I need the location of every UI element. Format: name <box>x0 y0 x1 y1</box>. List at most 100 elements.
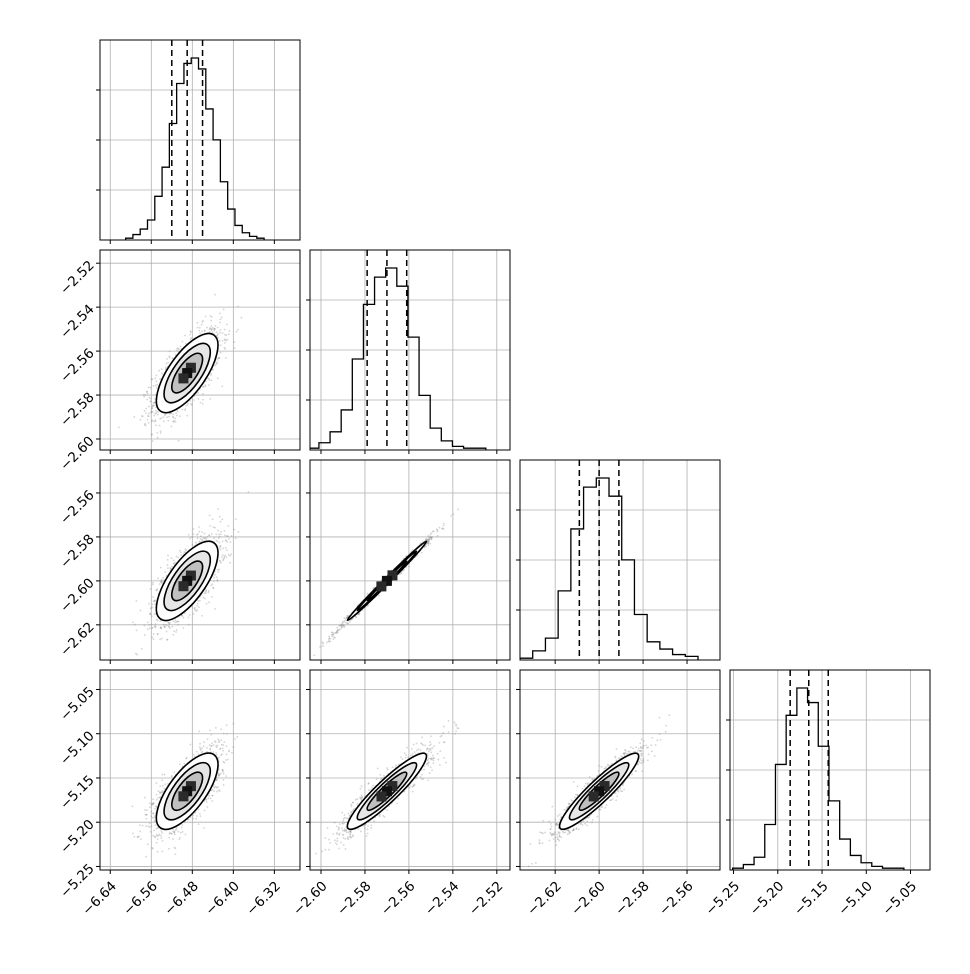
scatter-point <box>216 362 218 364</box>
y-tick-label: −2.56 <box>57 345 98 386</box>
scatter-point <box>197 603 199 605</box>
scatter-point <box>189 538 191 540</box>
scatter-point <box>180 345 182 347</box>
panel-content-pair-2-0 <box>100 460 300 660</box>
scatter-point <box>217 327 219 329</box>
scatter-point <box>152 411 154 413</box>
scatter-point <box>176 629 178 631</box>
scatter-point <box>184 335 186 337</box>
scatter-point <box>227 535 229 537</box>
scatter-point <box>160 627 162 629</box>
x-tick-label: −5.20 <box>747 878 788 919</box>
scatter-point <box>132 454 134 456</box>
scatter-point <box>204 330 206 332</box>
scatter-point <box>167 555 169 557</box>
scatter-point <box>337 631 339 633</box>
scatter-point <box>236 331 238 333</box>
scatter-point <box>177 624 179 626</box>
scatter-point <box>156 432 158 434</box>
scatter-point <box>165 367 167 369</box>
scatter-point <box>219 560 221 562</box>
scatter-point <box>343 626 345 628</box>
scatter-point <box>162 624 164 626</box>
scatter-point <box>199 600 201 602</box>
scatter-point <box>154 603 156 605</box>
scatter-point <box>408 565 410 567</box>
scatter-point <box>171 557 173 559</box>
scatter-point <box>197 327 199 329</box>
scatter-point <box>176 347 178 349</box>
scatter-point <box>195 610 197 612</box>
scatter-point <box>211 379 213 381</box>
scatter-point <box>202 403 204 405</box>
scatter-point <box>219 340 221 342</box>
scatter-point <box>177 620 179 622</box>
scatter-point <box>213 580 215 582</box>
scatter-point <box>179 763 181 765</box>
scatter-point <box>155 425 157 427</box>
scatter-point <box>237 306 239 308</box>
scatter-point <box>151 624 153 626</box>
scatter-point <box>208 384 210 386</box>
scatter-point <box>334 637 336 639</box>
scatter-point <box>192 544 194 546</box>
scatter-point <box>184 612 186 614</box>
scatter-point <box>140 419 142 421</box>
scatter-point <box>152 440 154 442</box>
scatter-point <box>331 631 333 633</box>
scatter-point <box>349 621 351 623</box>
scatter-point <box>225 357 227 359</box>
scatter-point <box>174 621 176 623</box>
scatter-point <box>161 638 163 640</box>
scatter-point <box>201 330 203 332</box>
scatter-point <box>229 330 231 332</box>
scatter-point <box>227 339 229 341</box>
scatter-point <box>185 405 187 407</box>
scatter-point <box>223 741 225 743</box>
scatter-point <box>157 633 159 635</box>
scatter-point <box>152 385 154 387</box>
scatter-point <box>347 623 349 625</box>
scatter-point <box>118 426 120 428</box>
scatter-point <box>212 518 214 520</box>
scatter-point <box>345 622 347 624</box>
scatter-point <box>180 551 182 553</box>
scatter-point <box>204 384 206 386</box>
scatter-point <box>439 527 441 529</box>
scatter-point <box>217 359 219 361</box>
scatter-point <box>148 386 150 388</box>
scatter-point <box>135 600 137 602</box>
scatter-point <box>221 317 223 319</box>
scatter-point <box>208 535 210 537</box>
scatter-point <box>201 531 203 533</box>
scatter-point <box>185 834 187 836</box>
density-peak <box>178 581 188 591</box>
scatter-point <box>172 620 174 622</box>
scatter-point <box>220 531 222 533</box>
scatter-point <box>198 730 200 732</box>
scatter-point <box>157 797 159 799</box>
scatter-point <box>221 385 223 387</box>
scatter-point <box>154 627 156 629</box>
scatter-point <box>222 750 224 752</box>
scatter-point <box>178 349 180 351</box>
scatter-point <box>342 621 344 623</box>
scatter-point <box>189 334 191 336</box>
scatter-point <box>132 622 134 624</box>
scatter-point <box>224 534 226 536</box>
panel-content-pair-3-0 <box>100 670 300 870</box>
scatter-point <box>200 402 202 404</box>
scatter-point <box>211 316 213 318</box>
scatter-point <box>167 362 169 364</box>
scatter-point <box>152 378 154 380</box>
panel-content-pair-1-0 <box>100 250 300 463</box>
histogram-step <box>733 688 904 870</box>
scatter-point <box>217 569 219 571</box>
scatter-point <box>215 727 217 729</box>
scatter-point <box>197 600 199 602</box>
scatter-point <box>230 541 232 543</box>
scatter-point <box>180 554 182 556</box>
scatter-point <box>144 410 146 412</box>
scatter-point <box>237 329 239 331</box>
scatter-point <box>188 534 190 536</box>
